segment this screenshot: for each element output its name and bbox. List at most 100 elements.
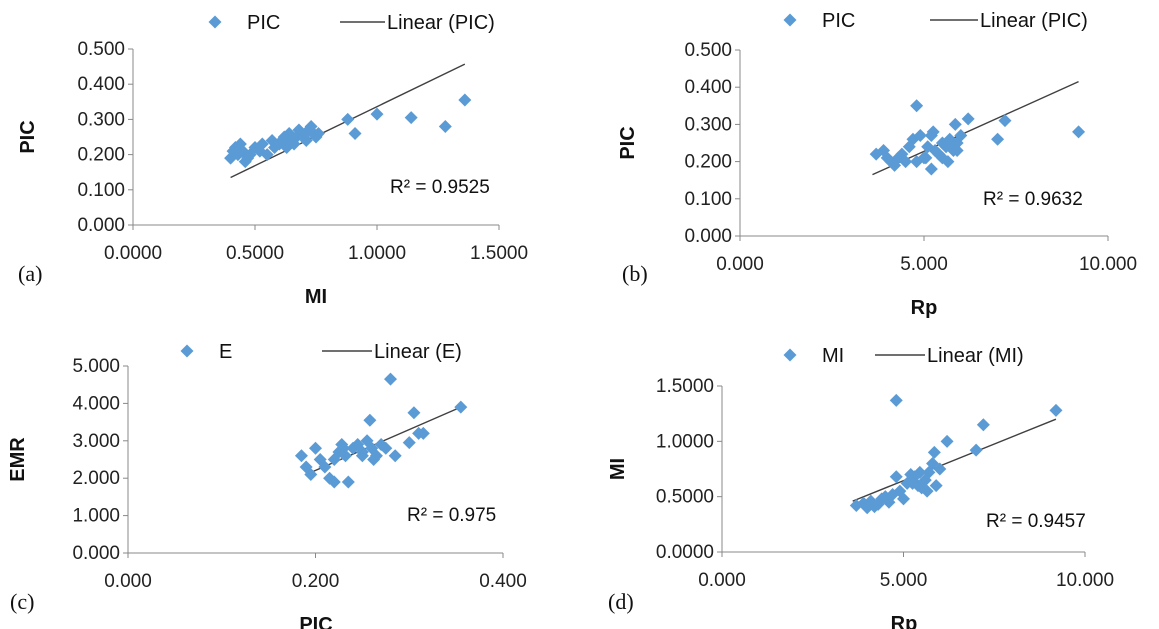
x-tick-label: 0.000 bbox=[698, 570, 746, 591]
y-tick-label: 0.5000 bbox=[656, 487, 714, 508]
data-point bbox=[913, 465, 927, 479]
y-tick-label: 0.000 bbox=[72, 543, 120, 564]
x-tick-label: 5.000 bbox=[900, 254, 948, 275]
data-point bbox=[379, 441, 393, 455]
y-tick-label: 0.400 bbox=[77, 74, 125, 95]
y-tick-label: 0.200 bbox=[77, 145, 125, 166]
legend-marker-icon bbox=[180, 344, 194, 358]
data-point bbox=[961, 112, 975, 126]
data-point bbox=[991, 132, 1005, 146]
data-point bbox=[348, 126, 362, 140]
y-tick-label: 0.000 bbox=[77, 215, 125, 236]
y-tick-label: 4.000 bbox=[72, 393, 120, 414]
x-tick-label: 5.000 bbox=[880, 570, 928, 591]
data-point bbox=[976, 418, 990, 432]
x-axis-title: MI bbox=[305, 286, 327, 308]
data-point bbox=[940, 434, 954, 448]
data-point bbox=[929, 479, 943, 493]
data-point bbox=[304, 467, 318, 481]
data-point bbox=[954, 129, 968, 143]
y-axis-title: MI bbox=[607, 458, 629, 480]
legend-trend-label: Linear (E) bbox=[374, 341, 462, 363]
legend-marker-icon bbox=[783, 348, 797, 362]
y-tick-label: 0.100 bbox=[77, 180, 125, 201]
panel-label: (c) bbox=[10, 589, 34, 614]
y-tick-label: 2.000 bbox=[72, 468, 120, 489]
data-point bbox=[933, 462, 947, 476]
y-tick-label: 0.300 bbox=[77, 109, 125, 130]
data-point bbox=[355, 449, 369, 463]
trendline bbox=[852, 418, 1057, 502]
panel-label: (a) bbox=[18, 261, 42, 286]
data-point bbox=[226, 144, 240, 158]
y-axis-title: EMR bbox=[7, 437, 29, 482]
data-point bbox=[1049, 403, 1063, 417]
y-tick-label: 0.100 bbox=[684, 189, 732, 210]
data-point bbox=[998, 114, 1012, 128]
y-tick-label: 0.000 bbox=[684, 226, 732, 247]
r-squared-label: R² = 0.9457 bbox=[986, 511, 1086, 532]
legend-trend-label: Linear (PIC) bbox=[980, 10, 1088, 32]
data-point bbox=[311, 126, 325, 140]
data-point bbox=[299, 134, 313, 148]
x-tick-label: 0.000 bbox=[716, 254, 764, 275]
data-point bbox=[1072, 125, 1086, 139]
legend-series-label: PIC bbox=[247, 12, 280, 34]
chart-panel-3: 0.000 1.000 2.000 3.000 4.000 5.000 0.000 0.200… bbox=[7, 341, 527, 629]
data-point bbox=[895, 147, 909, 161]
data-point bbox=[275, 134, 289, 148]
y-tick-label: 3.000 bbox=[72, 431, 120, 452]
data-point bbox=[327, 453, 341, 466]
y-tick-label: 0.200 bbox=[684, 152, 732, 173]
legend-series-label: MI bbox=[822, 345, 844, 367]
y-tick-label: 0.300 bbox=[684, 114, 732, 135]
data-point bbox=[365, 441, 379, 455]
x-tick-label: 0.0000 bbox=[104, 243, 162, 264]
data-point bbox=[404, 111, 418, 125]
data-point bbox=[238, 155, 252, 169]
data-point bbox=[950, 143, 964, 157]
data-point bbox=[294, 449, 308, 463]
data-point bbox=[341, 112, 355, 126]
data-point bbox=[388, 449, 402, 463]
y-tick-label: 0.500 bbox=[684, 40, 732, 61]
data-point bbox=[897, 492, 910, 506]
data-point bbox=[384, 372, 397, 386]
data-point bbox=[260, 148, 274, 162]
y-tick-label: 1.0000 bbox=[656, 431, 714, 452]
legend-series-label: E bbox=[219, 341, 232, 363]
x-axis-title: PIC bbox=[299, 614, 332, 629]
data-point bbox=[920, 484, 934, 498]
x-tick-label: 1.0000 bbox=[348, 243, 406, 264]
data-point bbox=[363, 413, 377, 427]
panel-label: (b) bbox=[622, 261, 648, 286]
legend-trend-label: Linear (PIC) bbox=[387, 12, 495, 34]
y-tick-label: 0.400 bbox=[684, 77, 732, 98]
x-tick-label: 0.400 bbox=[479, 571, 527, 592]
x-axis-title: Rp bbox=[911, 297, 938, 319]
data-point bbox=[889, 393, 903, 407]
data-point bbox=[370, 107, 384, 121]
panel-label: (d) bbox=[608, 589, 634, 614]
data-point bbox=[906, 476, 920, 490]
chart-panel-1: 0.000 0.100 0.200 0.300 0.400 0.500 0.0000 0.50… bbox=[17, 12, 528, 308]
data-point bbox=[927, 445, 941, 459]
y-axis-title: PIC bbox=[17, 120, 39, 153]
x-tick-label: 0.200 bbox=[292, 571, 340, 592]
r-squared-label: R² = 0.9632 bbox=[983, 189, 1083, 210]
r-squared-label: R² = 0.975 bbox=[407, 505, 496, 526]
legend-marker-icon bbox=[783, 13, 797, 27]
x-tick-label: 0.5000 bbox=[226, 243, 284, 264]
data-point bbox=[416, 426, 430, 440]
data-point bbox=[924, 162, 938, 176]
data-point bbox=[341, 475, 355, 489]
chart-panel-2: 0.000 0.100 0.200 0.300 0.400 0.500 0.000 5.000… bbox=[617, 10, 1137, 319]
data-point bbox=[402, 436, 416, 450]
y-tick-label: 5.000 bbox=[72, 356, 120, 377]
data-point bbox=[969, 443, 983, 457]
data-point bbox=[318, 460, 332, 474]
y-axis-title: PIC bbox=[617, 126, 639, 159]
data-point bbox=[910, 99, 924, 113]
x-tick-label: 0.000 bbox=[104, 571, 152, 592]
